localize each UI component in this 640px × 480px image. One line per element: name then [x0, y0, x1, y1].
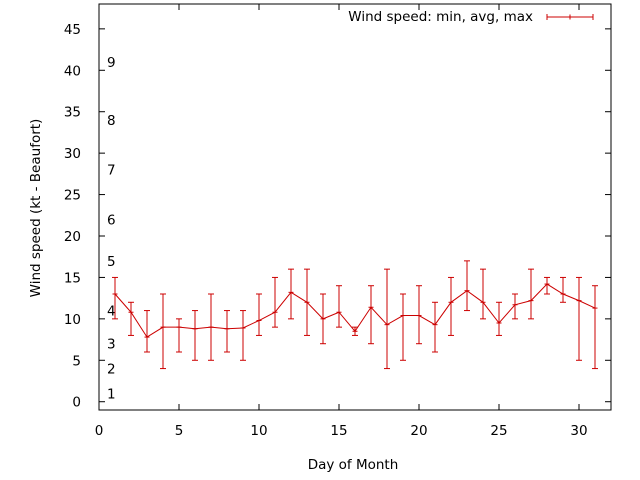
- y-tick-label: 15: [64, 270, 81, 286]
- legend-entry-sample: [546, 14, 594, 20]
- y-tick-label: 10: [64, 312, 81, 328]
- y-axis-label: Wind speed (kt - Beaufort): [28, 119, 44, 298]
- y-tick-labels: 0 5 10 15 20 25 30 35 40 45: [64, 22, 81, 411]
- tick-marks: [98, 4, 611, 410]
- beaufort-label: 6: [107, 212, 116, 228]
- x-tick-label: 0: [95, 423, 104, 439]
- y-tick-label: 5: [72, 353, 81, 369]
- beaufort-label: 7: [107, 163, 116, 179]
- y-tick-label: 45: [64, 22, 81, 38]
- x-tick-labels: 0 5 10 15 20 25 30: [95, 423, 588, 439]
- x-tick-label: 15: [330, 423, 347, 439]
- beaufort-label: 4: [107, 304, 116, 320]
- beaufort-label: 3: [107, 337, 116, 353]
- legend-entry-label: Wind speed: min, avg, max: [348, 9, 533, 25]
- beaufort-label: 2: [107, 362, 116, 378]
- plot-frame: [98, 3, 612, 411]
- y-tick-label: 20: [64, 229, 81, 245]
- x-tick-label: 25: [490, 423, 507, 439]
- beaufort-label: 1: [107, 386, 116, 402]
- x-axis-label: Day of Month: [308, 457, 399, 473]
- y-tick-label: 35: [64, 105, 81, 121]
- x-tick-label: 10: [250, 423, 267, 439]
- beaufort-scale-labels: 1 2 3 4 5 6 7 8 9: [107, 55, 116, 402]
- y-tick-label: 40: [64, 63, 81, 79]
- beaufort-label: 5: [107, 254, 116, 270]
- series-wind-speed: [112, 260, 598, 370]
- x-tick-label: 30: [570, 423, 587, 439]
- legend: Wind speed: min, avg, max: [348, 9, 594, 25]
- beaufort-label: 9: [107, 55, 116, 71]
- axes: [98, 3, 612, 411]
- x-tick-label: 20: [410, 423, 427, 439]
- y-tick-label: 25: [64, 188, 81, 204]
- beaufort-label: 8: [107, 113, 116, 129]
- y-tick-label: 30: [64, 146, 81, 162]
- y-tick-label: 0: [72, 395, 81, 411]
- x-tick-label: 5: [175, 423, 184, 439]
